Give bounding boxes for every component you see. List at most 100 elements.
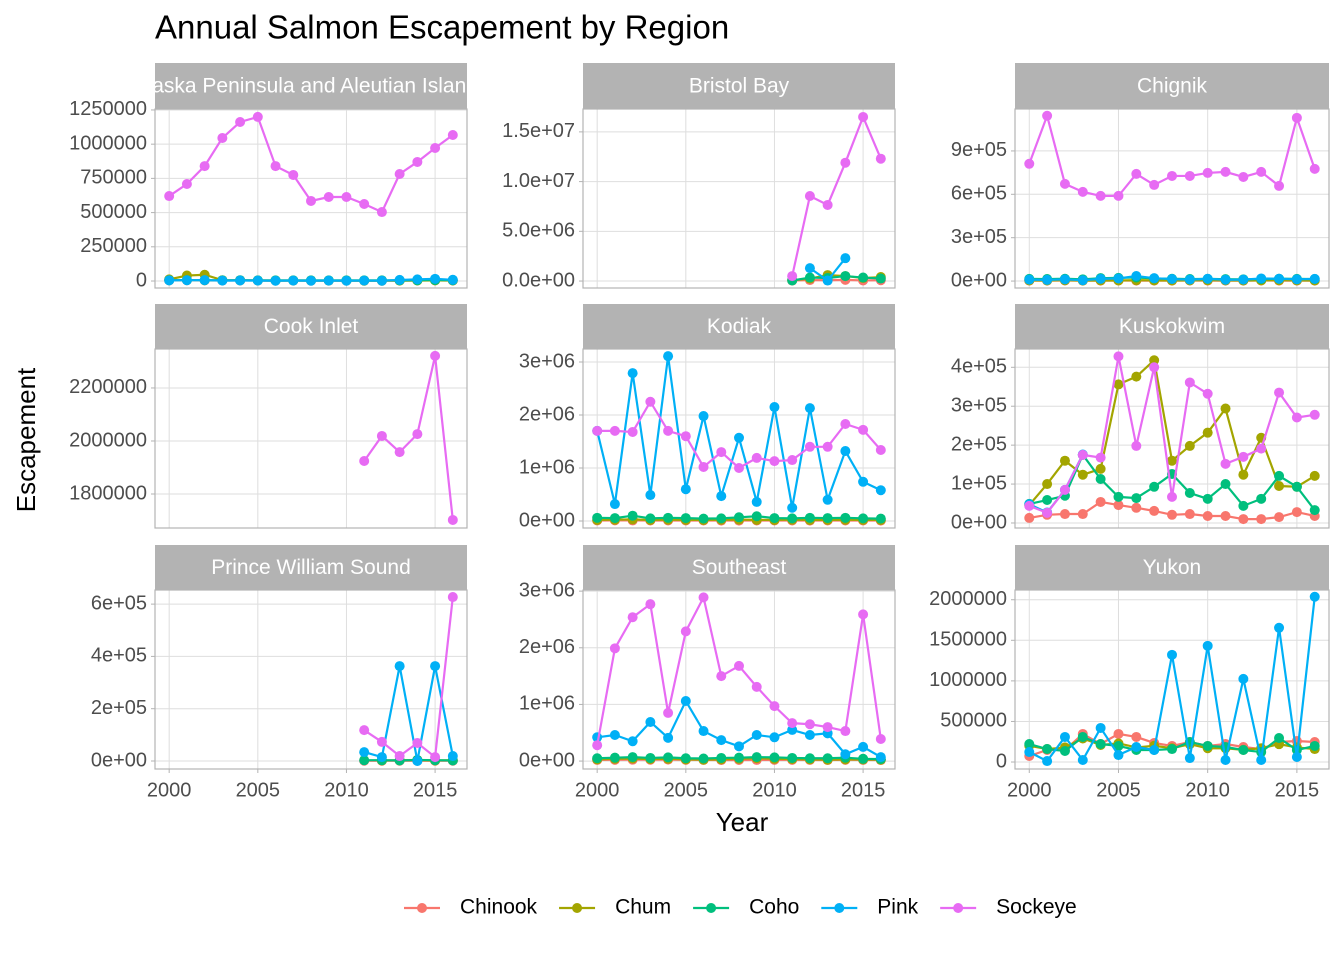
- y-tick-label: 0e+00: [519, 749, 575, 771]
- data-point: [1256, 493, 1267, 504]
- data-point: [592, 512, 603, 523]
- data-point: [787, 513, 798, 524]
- data-point: [858, 424, 869, 435]
- data-point: [1238, 171, 1249, 182]
- data-point: [627, 426, 638, 437]
- legend-item: Chinook: [404, 896, 538, 919]
- strip: [583, 304, 895, 349]
- data-point: [430, 143, 441, 154]
- data-point: [1077, 754, 1088, 765]
- data-point: [1291, 507, 1302, 518]
- data-point: [716, 735, 727, 746]
- data-point: [858, 741, 869, 752]
- data-point: [734, 752, 744, 763]
- data-point: [680, 484, 691, 495]
- data-point: [680, 513, 691, 524]
- data-point: [306, 275, 316, 286]
- data-point: [1202, 510, 1213, 521]
- data-point: [1059, 509, 1070, 520]
- strip: [1015, 545, 1329, 590]
- x-tick-label: 2010: [1185, 779, 1230, 801]
- data-point: [840, 446, 851, 457]
- data-point: [1131, 731, 1142, 742]
- data-point: [1149, 745, 1160, 756]
- data-point: [627, 612, 638, 623]
- data-point: [359, 747, 370, 758]
- data-point: [734, 512, 744, 523]
- data-point: [769, 402, 780, 413]
- data-point: [1059, 178, 1070, 189]
- data-point: [592, 425, 603, 436]
- data-point: [1238, 500, 1249, 511]
- data-point: [376, 207, 387, 218]
- panel: 0e+00 1e+06 2e+06 3e+06 2000 2005 2010 2015 Sout…: [519, 545, 896, 801]
- legend-key-point: [706, 903, 717, 913]
- data-point: [412, 755, 423, 766]
- data-point: [1274, 733, 1285, 744]
- data-point: [822, 199, 833, 210]
- data-point: [447, 592, 458, 603]
- data-point: [1291, 412, 1302, 423]
- y-tick-label: 0e+00: [951, 511, 1007, 533]
- data-point: [323, 191, 334, 202]
- x-tick-label: 2010: [752, 779, 797, 801]
- data-point: [1202, 493, 1213, 504]
- data-point: [1220, 479, 1231, 490]
- panel-background: [155, 349, 467, 528]
- legend-key-point: [572, 903, 583, 913]
- data-point: [1042, 756, 1053, 767]
- data-point: [680, 696, 691, 707]
- data-point: [1042, 507, 1053, 518]
- data-point: [858, 272, 869, 283]
- data-point: [412, 156, 423, 167]
- data-point: [412, 737, 423, 748]
- data-point: [1095, 273, 1106, 284]
- data-point: [609, 425, 620, 436]
- x-tick-label: 2015: [1275, 779, 1320, 801]
- y-tick-label: 9e+05: [951, 139, 1007, 161]
- data-point: [1291, 481, 1302, 492]
- data-point: [1113, 740, 1124, 751]
- data-point: [1274, 470, 1285, 481]
- strip-title: Kuskokwim: [1119, 315, 1225, 338]
- data-point: [1291, 112, 1302, 123]
- data-point: [751, 511, 762, 522]
- data-point: [199, 161, 210, 172]
- panel: 0 250000 500000 750000 1000000 1250000Alaska …: [69, 63, 468, 291]
- data-point: [359, 755, 370, 766]
- data-point: [394, 274, 405, 285]
- legend-label: Coho: [749, 896, 799, 919]
- data-point: [1113, 500, 1124, 511]
- data-point: [1202, 388, 1213, 399]
- x-tick-label: 2000: [1007, 779, 1052, 801]
- strip-title: Cook Inlet: [264, 315, 359, 338]
- y-tick-label: 1250000: [69, 98, 147, 120]
- data-point: [716, 513, 727, 524]
- legend-label: Sockeye: [996, 896, 1077, 919]
- data-point: [323, 275, 334, 286]
- data-point: [1059, 745, 1070, 756]
- data-point: [1095, 722, 1106, 733]
- data-point: [592, 740, 603, 751]
- data-point: [840, 157, 851, 168]
- y-tick-label: 2e+05: [951, 433, 1007, 455]
- data-point: [875, 513, 886, 524]
- data-point: [663, 752, 674, 763]
- y-tick-label: 2000000: [69, 429, 147, 451]
- data-point: [430, 273, 441, 284]
- y-tick-label: 5.0e+06: [502, 220, 575, 242]
- panel: 0e+00 1e+06 2e+06 3e+06 Kodiak: [519, 304, 896, 531]
- data-point: [1131, 168, 1142, 179]
- y-tick-label: 3e+06: [519, 350, 575, 372]
- data-point: [1024, 274, 1035, 285]
- data-point: [1309, 470, 1320, 481]
- data-point: [1309, 740, 1320, 751]
- y-tick-label: 6e+05: [91, 592, 147, 614]
- data-point: [412, 274, 423, 285]
- data-point: [1202, 740, 1213, 751]
- data-point: [609, 643, 620, 654]
- strip: [1015, 304, 1329, 349]
- legend-item: Pink: [821, 896, 919, 919]
- data-point: [1149, 505, 1160, 516]
